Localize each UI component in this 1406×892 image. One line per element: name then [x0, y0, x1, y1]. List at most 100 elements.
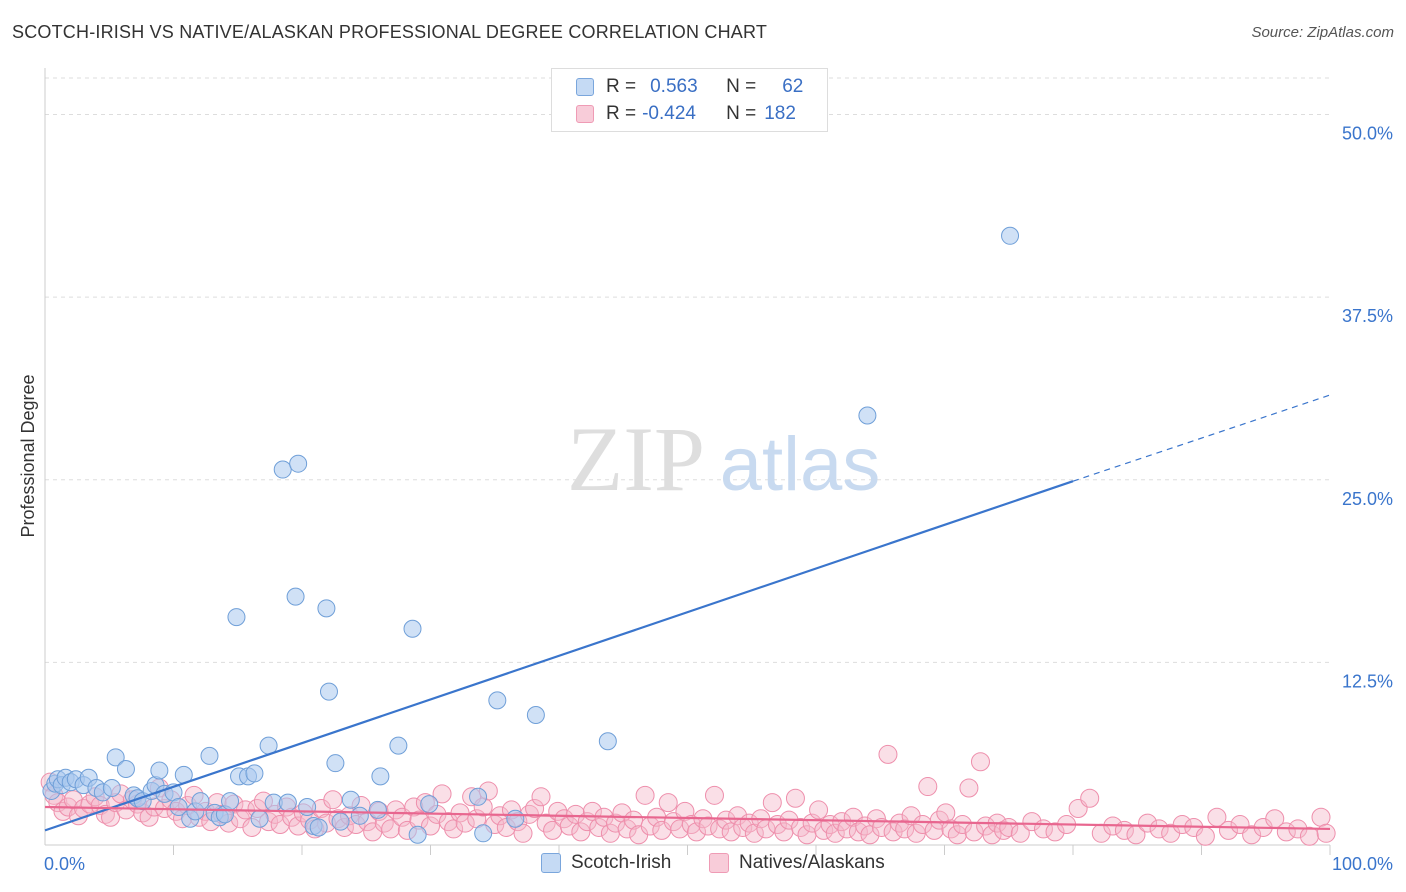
n-value: 62 [782, 76, 804, 97]
scotch-irish-point [102, 779, 121, 798]
natives-point [866, 809, 886, 829]
scotch-irish-point [289, 454, 308, 473]
scotch-irish-point [858, 406, 877, 425]
legend-label: Scotch-Irish [571, 852, 672, 873]
natives-point [721, 822, 741, 842]
scotch-irish-point [116, 760, 135, 779]
natives-point [1218, 820, 1238, 840]
trend-lines [44, 394, 1331, 832]
scotch-irish-point [245, 764, 264, 783]
scotch-irish-point [273, 460, 292, 479]
natives-point [381, 819, 401, 839]
natives-point [936, 803, 956, 823]
scotch-irish-point [227, 608, 246, 627]
natives-point [513, 823, 533, 843]
natives-point [872, 817, 892, 837]
grid-lines [45, 77, 1330, 663]
natives-point [952, 815, 972, 835]
scotch-irish-point [1001, 226, 1020, 245]
natives-point [1172, 815, 1192, 835]
r-value: 0.563 [650, 76, 698, 97]
natives-point [1080, 788, 1100, 808]
natives-point [635, 785, 655, 805]
scotch-irish-point [408, 825, 427, 844]
scotch-irish-point [488, 691, 507, 710]
scotch-irish-point [331, 812, 350, 831]
natives-point [566, 804, 586, 824]
natives-point [704, 785, 724, 805]
natives-point [432, 784, 452, 804]
scotch-irish-point [389, 736, 408, 755]
scotch-irish-point [368, 800, 387, 819]
natives-point [1022, 812, 1042, 832]
scotch-irish-point [526, 705, 545, 724]
correlation-legend: R = 0.563 N = 62 R = -0.424 N = 182 [551, 68, 828, 132]
legend-row-scotch-irish: R = 0.563 N = 62 [576, 76, 803, 98]
natives-point [1242, 825, 1262, 845]
natives-point [1299, 826, 1319, 846]
natives-point [525, 798, 545, 818]
natives-point [571, 822, 591, 842]
natives-point [918, 777, 938, 797]
natives-point [624, 810, 644, 830]
natives-point [1195, 826, 1215, 846]
natives-point [536, 813, 556, 833]
scotch-irish-point [319, 682, 338, 701]
natives-point [658, 793, 678, 813]
natives-point [323, 790, 343, 810]
source-label: Source: ZipAtlas.com [1251, 24, 1394, 41]
natives-point [698, 816, 718, 836]
scotch-irish-point [371, 767, 390, 786]
natives-point [809, 800, 829, 820]
scotch-irish-point [250, 809, 269, 828]
r-label: R = [606, 103, 637, 124]
natives-point [531, 787, 551, 807]
natives-trend-line [44, 805, 1331, 831]
y-tick-label: 50.0% [1342, 124, 1393, 144]
pink-swatch [576, 105, 594, 123]
scotch-irish-point [169, 798, 188, 817]
scotch-irish-trend-line [44, 480, 1074, 832]
watermark-zip: ZIP [567, 408, 705, 510]
legend-item-scotch-irish[interactable]: Scotch-Irish [541, 852, 671, 874]
x-tick-label-max: 100.0% [1332, 854, 1393, 874]
n-value: 182 [764, 103, 796, 124]
natives-point [878, 744, 898, 764]
tick-labels: 12.5% 25.0% 37.5% 50.0% 0.0% 100.0% [44, 124, 1393, 874]
scotch-irish-point [286, 587, 305, 606]
scotch-irish-point [150, 761, 169, 780]
blue-swatch [541, 853, 561, 873]
natives-point [1138, 813, 1158, 833]
chart-title: SCOTCH-IRISH VS NATIVE/ALASKAN PROFESSIO… [12, 22, 768, 42]
natives-point [1311, 807, 1331, 827]
natives-point [716, 810, 736, 830]
y-tick-label: 37.5% [1342, 306, 1393, 326]
scotch-irish-point [191, 792, 210, 811]
natives-point [728, 806, 748, 826]
y-axis-title: Professional Degree [18, 374, 38, 537]
legend-item-natives[interactable]: Natives/Alaskans [709, 852, 885, 874]
natives-point [825, 823, 845, 843]
natives-point [785, 788, 805, 808]
watermark-atlas: atlas [720, 422, 881, 507]
scotch-irish-point [200, 746, 219, 765]
legend-row-natives: R = -0.424 N = 182 [576, 103, 796, 125]
scotch-irish-point [106, 748, 125, 767]
scotch-irish-point [298, 798, 317, 817]
natives-point [959, 778, 979, 798]
scotch-irish-point [221, 792, 240, 811]
natives-point [1045, 822, 1065, 842]
scotch-irish-point [598, 732, 617, 751]
scotch-irish-point [506, 809, 525, 828]
natives-point [982, 825, 1002, 845]
natives-point [860, 825, 880, 845]
y-tick-label: 25.0% [1342, 489, 1393, 509]
axes [44, 68, 1331, 855]
blue-swatch [576, 78, 594, 96]
scotch-irish-point [317, 599, 336, 618]
scotch-irish-point [403, 619, 422, 638]
scotch-irish-point [341, 790, 360, 809]
pink-swatch [709, 853, 729, 873]
natives-point [970, 752, 990, 772]
